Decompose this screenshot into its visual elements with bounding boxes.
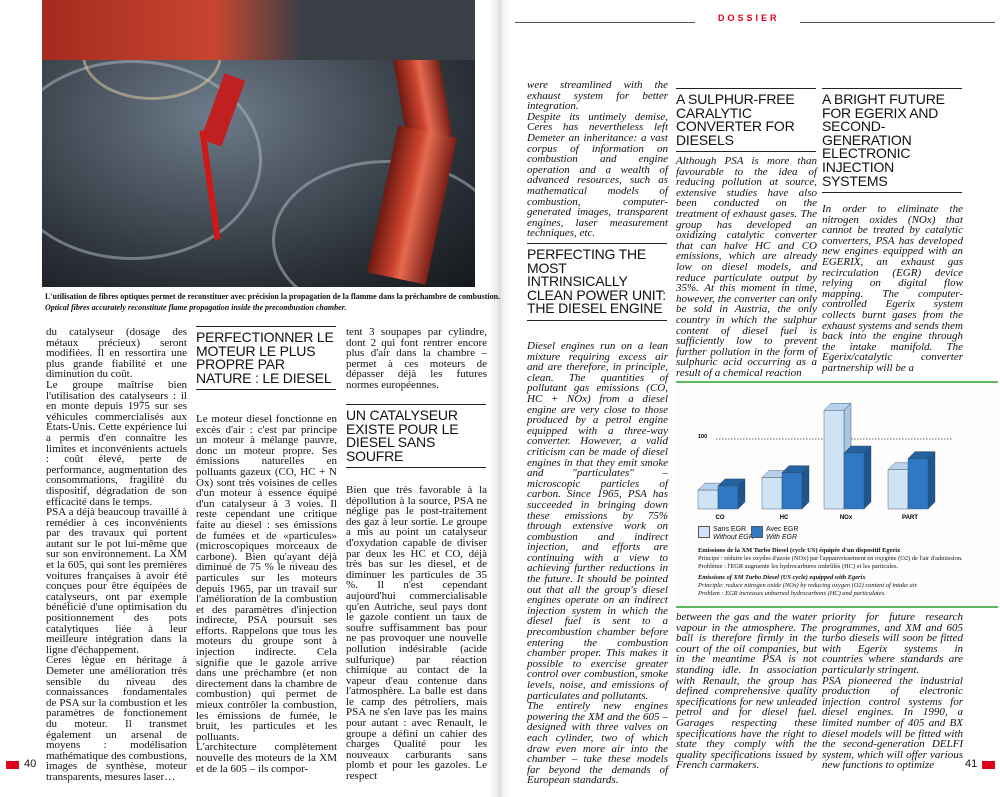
reference-label: 100: [698, 434, 707, 440]
chart-caption-problem-en: Problem : EGR increases unburned hydroca…: [698, 590, 886, 597]
bar-nox-without-egr: [823, 410, 845, 510]
bar-part-without-egr: [887, 469, 909, 510]
paragraph: The entirely new engines powering the XM…: [527, 700, 668, 787]
legend-with-egr: Avec EGR With EGR: [766, 526, 799, 542]
paragraph: In order to eliminate the nitrogen oxide…: [822, 203, 963, 374]
paragraph: du catalyseur (dosage des métaux précieu…: [46, 326, 187, 381]
category-label: HC: [780, 515, 789, 521]
legend-swatch-without-egr: [698, 526, 710, 538]
heading-bright-future: A BRIGHT FUTURE FOR EGERIX AND SECOND-GE…: [822, 88, 962, 194]
page-gutter: [490, 0, 510, 797]
page-marker-right: [982, 761, 995, 769]
left-column-2: Le moteur diesel fonctionne en excès d'a…: [196, 413, 337, 775]
paragraph: Le groupe maîtrise bien l'utilisation de…: [46, 378, 187, 508]
chart-caption-problem-fr: Problème : l'EGR augmente les hydrocarbu…: [698, 563, 899, 570]
left-column-3-top: tent 3 soupapes par cylindre, dont 2 qui…: [346, 327, 487, 391]
page-number-left: 40: [24, 758, 37, 770]
legend-label-en: With EGR: [766, 534, 798, 541]
page-marker-left: [6, 761, 19, 769]
bar-nox-with-egr: [843, 452, 865, 510]
engine-photo: [42, 0, 475, 287]
bar-part-with-egr: [907, 458, 929, 510]
heading-perfecting: PERFECTING THE MOST INTRINSICALLY CLEAN …: [527, 243, 667, 321]
paragraph: Bien que très favorable à la dépollution…: [346, 484, 487, 783]
heading-catalyseur: UN CATALYSEUR EXISTE POUR LE DIESEL SANS…: [346, 404, 486, 469]
paragraph: were streamlined with the exhaust system…: [527, 79, 668, 113]
category-label: NOx: [840, 515, 853, 521]
paragraph: Although PSA is more than favourable to …: [676, 155, 817, 379]
chart-caption-principle-en: Principle: reduce nitrogen oxide (NOx) b…: [698, 582, 918, 589]
chart-caption-principle-fr: Principe : réduire les oxydes d'azote (N…: [698, 555, 963, 562]
legend-swatch-with-egr: [751, 526, 763, 538]
paragraph: PSA a déjà beaucoup travaillé à remédier…: [46, 506, 187, 656]
page-number-right: 41: [965, 758, 978, 770]
heading-perfectionner: PERFECTIONNER LE MOTEUR LE PLUS PROPRE P…: [196, 326, 336, 391]
bar-co-without-egr: [697, 489, 719, 510]
category-label: CO: [716, 515, 725, 521]
paragraph: Despite its untimely demise, Ceres has n…: [527, 110, 668, 240]
bar-side: [801, 465, 810, 510]
right-column-2-top: Although PSA is more than favourable to …: [676, 155, 817, 379]
header-rule-right: [800, 22, 995, 23]
header-rule-left: [515, 22, 695, 23]
legend-label-fr: Avec EGR: [766, 526, 799, 533]
photo-caption-en: Optical fibres accurately reconstitute f…: [45, 303, 347, 312]
legend-label-en: Without EGR: [713, 534, 754, 541]
right-column-3-top: In order to eliminate the nitrogen oxide…: [822, 204, 963, 374]
chart-plot: 100 CO HC NOx PART: [697, 402, 952, 521]
paragraph: Le moteur diesel fonctionne en excès d'a…: [196, 413, 337, 743]
chart-caption-title-en: Emissions of XM Turbo Diesel (US cycle) …: [698, 574, 866, 581]
bar-co-with-egr: [717, 485, 739, 510]
chart-caption-title-fr: Emissions de la XM Turbo Diesel (cycle U…: [698, 547, 901, 554]
left-column-3: Bien que très favorable à la dépollution…: [346, 485, 487, 782]
paragraph: priority for future research programmes,…: [822, 611, 963, 676]
bar-side: [863, 445, 872, 510]
paragraph: between the gas and the water vapour in …: [676, 611, 817, 772]
right-column-1: Diesel engines run on a lean mixture req…: [527, 340, 668, 787]
paragraph: Ceres lègue en héritage à Demeter une am…: [46, 654, 187, 783]
category-label: PART: [902, 515, 918, 521]
legend-without-egr: Sans EGR Without EGR: [713, 526, 754, 542]
left-column-1: du catalyseur (dosage des métaux précieu…: [46, 327, 187, 783]
right-column-2-bottom: between the gas and the water vapour in …: [676, 612, 817, 771]
bar-side: [927, 451, 936, 510]
bar-hc-with-egr: [781, 472, 803, 510]
heading-sulphur-free: A SULPHUR-FREE CARALYTIC CONVERTER FOR D…: [676, 88, 816, 153]
photo-caption-fr: L'utilisation de fibres optiques permet …: [45, 292, 501, 301]
paragraph: tent 3 soupapes par cylindre, dont 2 qui…: [346, 326, 487, 391]
emissions-chart: 100 CO HC NOx PART Sans EGR Without EGR Avec …: [676, 381, 998, 608]
right-column-1-top: were streamlined with the exhaust system…: [527, 80, 668, 239]
legend-label-fr: Sans EGR: [713, 526, 747, 533]
section-label: DOSSIER: [718, 13, 780, 23]
paragraph: L'architecture complètement nouvelle des…: [196, 741, 337, 775]
bar-hc-without-egr: [761, 477, 783, 510]
right-column-3-bottom: priority for future research programmes,…: [822, 612, 963, 771]
paragraph: Diesel engines run on a lean mixture req…: [527, 340, 668, 702]
paragraph: PSA pioneered the industrial production …: [822, 674, 963, 772]
